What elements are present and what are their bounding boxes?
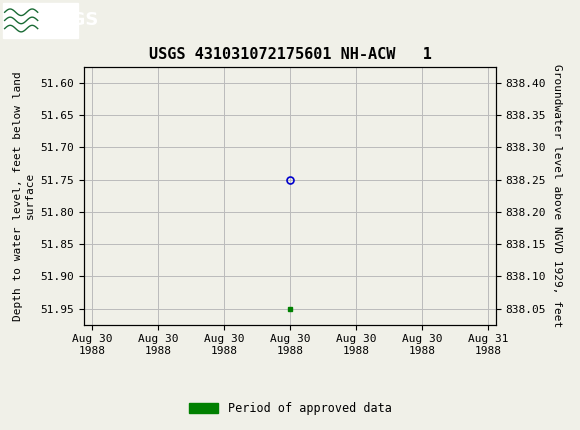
- Text: USGS: USGS: [44, 12, 99, 29]
- Y-axis label: Depth to water level, feet below land
surface: Depth to water level, feet below land su…: [13, 71, 35, 320]
- Text: USGS 431031072175601 NH-ACW   1: USGS 431031072175601 NH-ACW 1: [148, 47, 432, 62]
- Y-axis label: Groundwater level above NGVD 1929, feet: Groundwater level above NGVD 1929, feet: [552, 64, 561, 327]
- Legend: Period of approved data: Period of approved data: [184, 397, 396, 420]
- Bar: [3, 3, 78, 37]
